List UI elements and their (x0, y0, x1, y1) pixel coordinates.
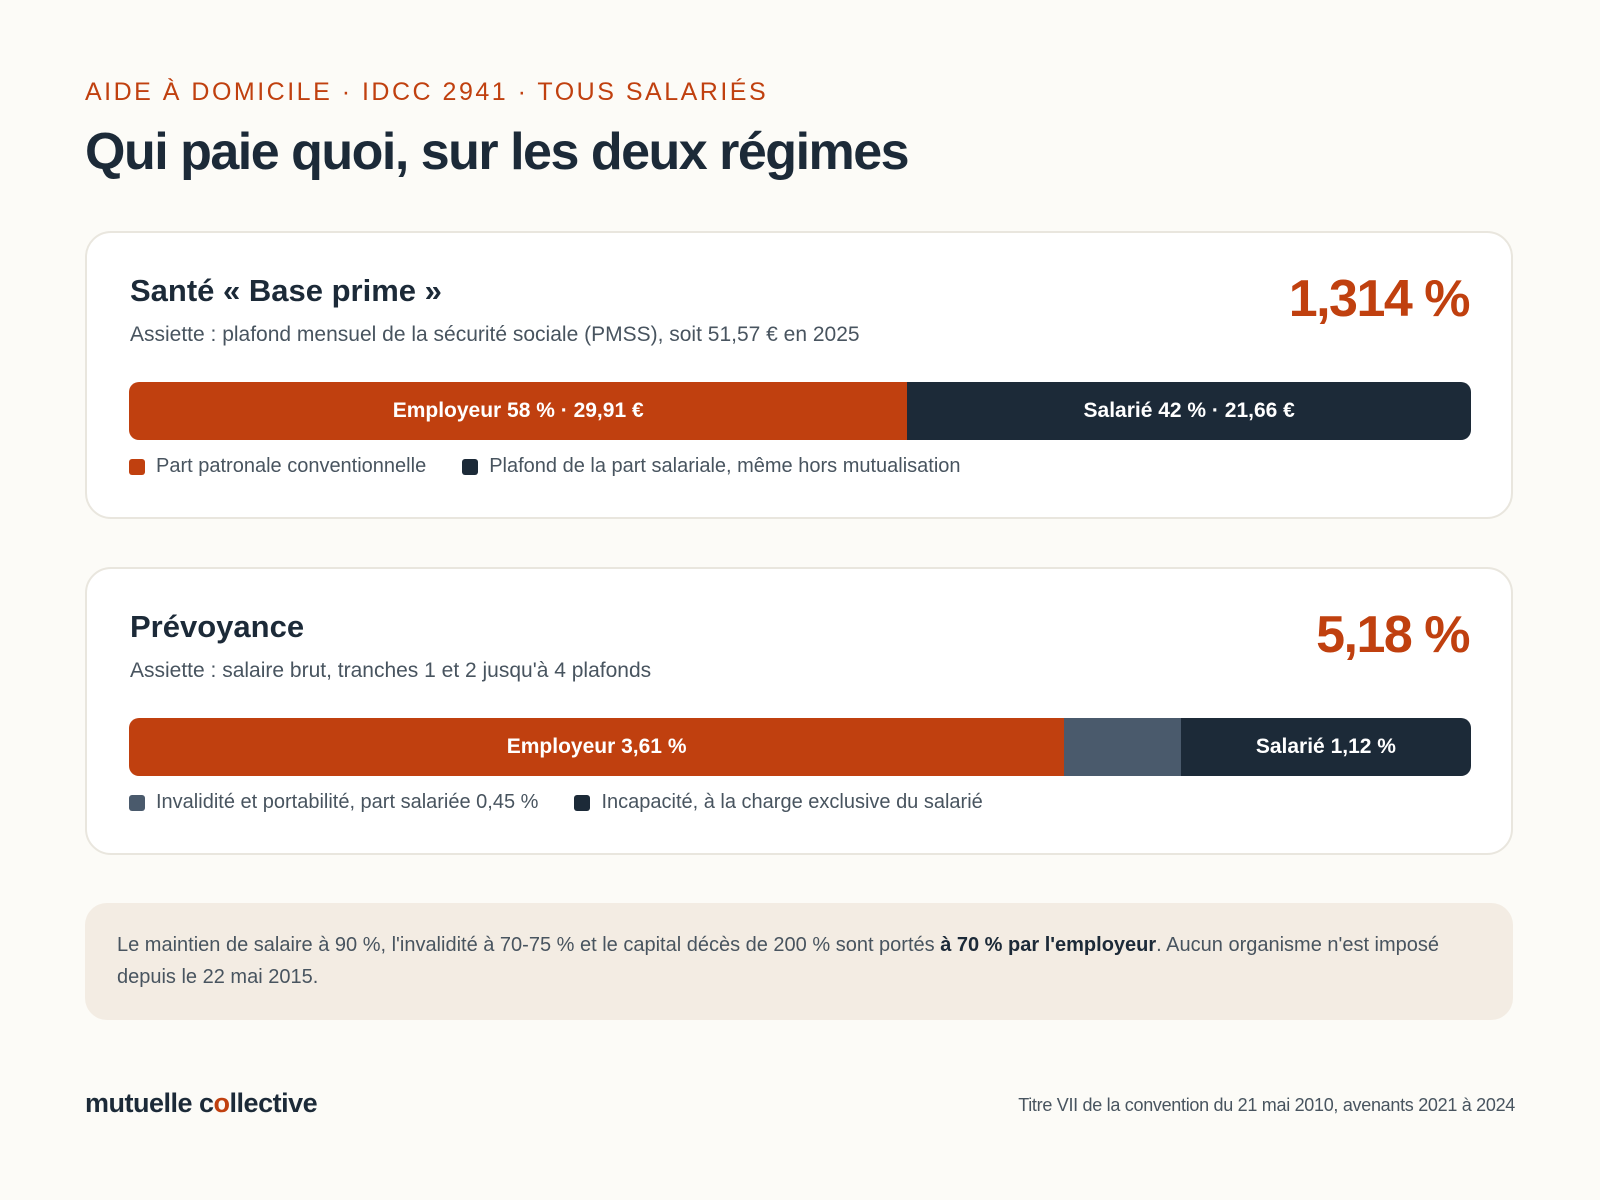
legend-item: Invalidité et portabilité, part salariée… (129, 791, 538, 814)
card-title: Santé « Base prime » (130, 273, 442, 308)
bar-segment-label: Employeur 3,61 % (506, 735, 687, 758)
total-rate: 5,18 % (1316, 606, 1470, 664)
legend-label: Part patronale conventionnelle (156, 455, 427, 477)
card-subtitle: Assiette : plafond mensuel de la sécurit… (130, 323, 860, 346)
note-text: Le maintien de salaire à 90 %, l'invalid… (117, 934, 941, 956)
brand-accent-o: o (213, 1088, 231, 1118)
bar-segment: Employeur 3,61 % (129, 718, 1065, 776)
brand-text: mutuelle c (85, 1088, 214, 1118)
legend-item: Part patronale conventionnelle (129, 455, 426, 478)
legend-label: Incapacité, à la charge exclusive du sal… (601, 791, 983, 813)
bar-segment-label: Salarié 42 % · 21,66 € (1083, 399, 1295, 422)
sante-card: Santé « Base prime » Assiette : plafond … (85, 231, 1513, 519)
infographic: AIDE À DOMICILE · IDCC 2941 · TOUS SALAR… (85, 0, 1515, 1200)
legend-swatch (129, 794, 145, 811)
card-subtitle: Assiette : salaire brut, tranches 1 et 2… (130, 659, 652, 682)
legend-item: Plafond de la part salariale, même hors … (462, 455, 961, 478)
bar-segment: Salarié 1,12 % (1180, 718, 1471, 776)
legend: Invalidité et portabilité, part salariée… (129, 791, 1019, 814)
eyebrow: AIDE À DOMICILE · IDCC 2941 · TOUS SALAR… (85, 78, 769, 106)
prevoyance-card: Prévoyance Assiette : salaire brut, tran… (85, 567, 1513, 855)
stacked-bar: Employeur 58 % · 29,91 € Salarié 42 % · 2… (129, 382, 1471, 440)
legend: Part patronale conventionnelle Plafond de… (129, 455, 997, 478)
bar-segment-label: Employeur 58 % · 29,91 € (392, 399, 644, 422)
note-emphasis: à 70 % par l'employeur (940, 934, 1157, 956)
page-title: Qui paie quoi, sur les deux régimes (85, 123, 910, 181)
legend-swatch (129, 458, 145, 475)
stacked-bar: Employeur 3,61 % Salarié 1,12 % (129, 718, 1471, 776)
legend-label: Invalidité et portabilité, part salariée… (156, 791, 539, 813)
brand-logo: mutuelle collective (85, 1088, 318, 1119)
legend-item: Incapacité, à la charge exclusive du sal… (574, 791, 983, 814)
note-text-end: . Aucun organisme n'est imposé depuis le… (117, 934, 1440, 988)
legend-swatch (462, 458, 479, 475)
bar-segment: Employeur 58 % · 29,91 € (129, 382, 908, 440)
bar-segment (1064, 718, 1181, 776)
info-note: Le maintien de salaire à 90 %, l'invalid… (85, 903, 1513, 1020)
legend-label: Plafond de la part salariale, même hors … (489, 455, 961, 477)
total-rate: 1,314 % (1288, 270, 1471, 328)
brand-text-end: llective (229, 1088, 318, 1118)
card-title: Prévoyance (130, 609, 305, 644)
bar-segment: Salarié 42 % · 21,66 € (907, 382, 1471, 440)
bar-segment-label: Salarié 1,12 % (1255, 735, 1396, 758)
legend-swatch (574, 794, 591, 811)
source-note: Titre VII de la convention du 21 mai 201… (1018, 1095, 1515, 1115)
